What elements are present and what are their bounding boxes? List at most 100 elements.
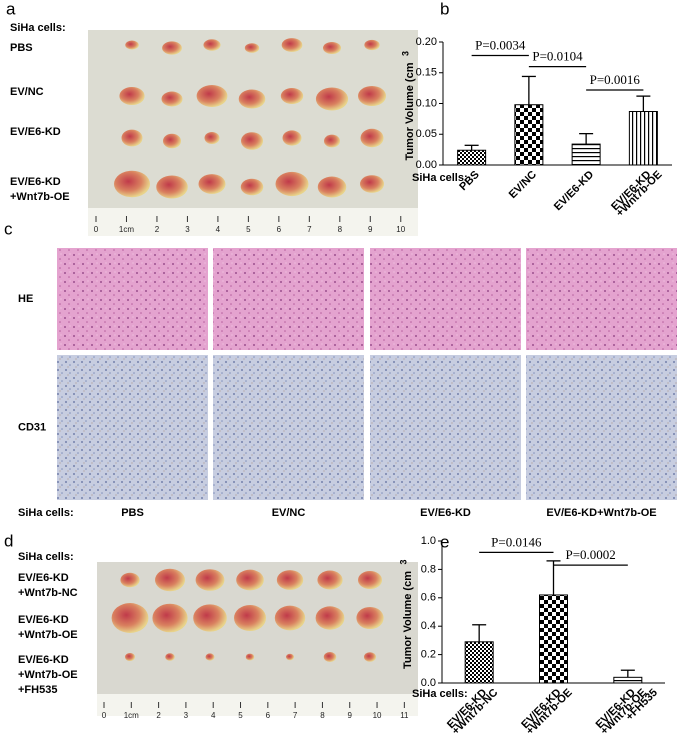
tumor [195, 569, 225, 591]
tumor [282, 130, 302, 146]
tumor [323, 652, 337, 662]
micrograph [57, 355, 208, 500]
micrograph [370, 355, 521, 500]
row-label: +FH535 [18, 684, 57, 696]
tumor [114, 170, 150, 198]
row-label: EV/E6-KD [18, 654, 69, 666]
ruler-label: 1cm [119, 225, 134, 234]
ruler-label: 2 [156, 711, 161, 720]
tumor [156, 175, 188, 199]
tumor [245, 653, 255, 661]
y-tick-label: 0.4 [421, 620, 436, 632]
panel-label: d [4, 531, 13, 550]
ruler-label: 11 [400, 711, 409, 720]
heading: SiHa cells: [18, 507, 74, 519]
tumor [317, 570, 343, 590]
tumor [165, 653, 175, 661]
ruler-label: 8 [320, 711, 325, 720]
p-value: P=0.0016 [590, 72, 641, 87]
micrograph [57, 248, 208, 350]
panel-label: e [440, 532, 449, 551]
tumor [280, 88, 304, 104]
tumor [205, 653, 215, 661]
ruler [88, 208, 418, 236]
p-value: P=0.0002 [566, 547, 616, 562]
ruler-label: 8 [338, 225, 343, 234]
panel-label: c [4, 219, 13, 238]
heading: SiHa cells: [18, 551, 74, 563]
row-label: CD31 [18, 421, 46, 433]
tumor [163, 133, 181, 149]
bar [613, 676, 643, 684]
micrograph [213, 355, 364, 500]
ruler-label: 3 [185, 225, 190, 234]
row-label: EV/E6-KD [18, 614, 69, 626]
tumor [315, 606, 345, 630]
tumor [324, 134, 340, 148]
row-label: EV/E6-KD [10, 176, 61, 188]
tumor [276, 570, 304, 590]
y-tick-label: 0.6 [421, 592, 436, 604]
tumor [193, 604, 227, 632]
y-axis-label-superscript: 3 [398, 559, 408, 564]
ruler-label: 6 [277, 225, 282, 234]
bar [464, 641, 494, 684]
ruler-label: 5 [246, 225, 251, 234]
ruler-label: 5 [238, 711, 243, 720]
row-label: EV/E6-KD [10, 126, 61, 138]
tumor [236, 569, 264, 591]
x-axis-label: SiHa cells: [412, 172, 468, 184]
y-tick-label: 0.10 [416, 97, 437, 109]
ruler-label: 0 [102, 711, 107, 720]
column-label: PBS [121, 507, 144, 519]
ruler-label: 4 [211, 711, 216, 720]
tumor [119, 87, 145, 105]
tumor [356, 606, 384, 630]
row-label: +Wnt7b-NC [18, 587, 78, 599]
y-axis-label: Tumor Volume (cm [402, 571, 414, 669]
column-label: EV/NC [272, 507, 306, 519]
bar [457, 149, 487, 166]
tumor [198, 174, 226, 194]
tumor [125, 653, 135, 661]
y-tick-label: 0.2 [421, 649, 436, 661]
p-value: P=0.0104 [532, 49, 583, 64]
panel-label: a [6, 0, 16, 18]
ruler-label: 2 [155, 225, 160, 234]
tumor [281, 38, 303, 52]
row-label: +Wnt7b-OE [10, 191, 70, 203]
tumor [364, 652, 376, 662]
tumor [240, 178, 264, 196]
p-value: P=0.0146 [491, 534, 542, 549]
x-tick-label: EV/E6-KD [552, 169, 596, 213]
ruler-label: 1cm [124, 711, 139, 720]
ruler-label: 3 [184, 711, 189, 720]
row-label: +Wnt7b-OE [18, 669, 78, 681]
ruler-label: 6 [266, 711, 271, 720]
y-tick-label: 0.0 [421, 677, 436, 689]
row-label: PBS [10, 42, 33, 54]
x-axis-label: SiHa cells: [412, 688, 468, 700]
row-label: EV/E6-KD [18, 572, 69, 584]
y-tick-label: 0.20 [416, 36, 437, 48]
y-axis-label: Tumor Volume (cm [404, 62, 416, 160]
y-tick-label: 0.05 [416, 128, 437, 140]
tumor [161, 91, 183, 107]
tumor [274, 605, 306, 631]
tumor [196, 85, 228, 107]
tumor [162, 41, 182, 55]
tumor [234, 605, 266, 631]
ruler-label: 9 [348, 711, 353, 720]
row-label: HE [18, 293, 33, 305]
bar [514, 104, 544, 166]
x-tick-label: EV/NC [507, 169, 539, 201]
y-axis-label-superscript: 3 [400, 51, 410, 56]
tumor [125, 40, 139, 50]
ruler-label: 9 [368, 225, 373, 234]
y-tick-label: 0.15 [416, 67, 437, 79]
ruler-label: 7 [307, 225, 312, 234]
column-label: EV/E6-KD [420, 507, 471, 519]
tumor [203, 39, 221, 51]
tumor [155, 568, 185, 592]
